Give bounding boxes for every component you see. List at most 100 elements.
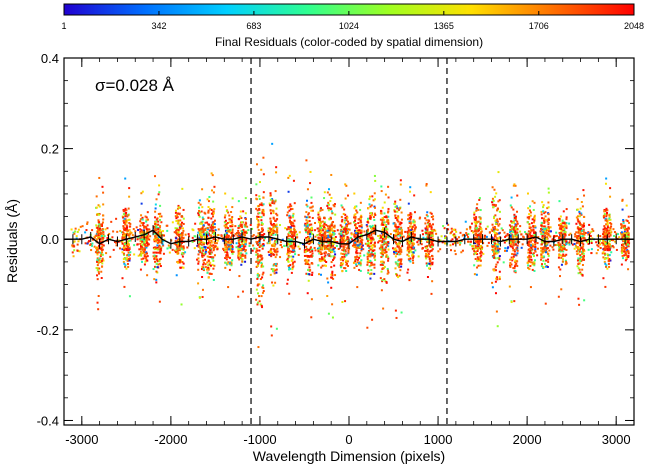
residual-point — [123, 263, 125, 265]
residual-point — [333, 205, 335, 207]
residual-point — [229, 257, 231, 259]
residual-point — [212, 260, 214, 262]
residual-point — [543, 266, 545, 268]
residual-point — [431, 246, 433, 248]
colorbar-title: Final Residuals (color-coded by spatial … — [215, 35, 483, 49]
residual-point — [147, 255, 149, 257]
residual-point — [125, 220, 127, 222]
residual-point — [232, 229, 234, 231]
residual-point — [384, 201, 386, 203]
residual-point — [394, 267, 396, 269]
residual-point — [413, 247, 415, 249]
residual-point — [412, 262, 414, 264]
residual-point — [129, 234, 131, 236]
residual-point — [476, 207, 478, 209]
residual-point — [425, 255, 427, 257]
residual-point — [292, 258, 294, 260]
residual-point — [543, 212, 545, 214]
residual-point — [533, 261, 535, 263]
residual-point — [580, 233, 582, 235]
residual-point — [177, 262, 179, 264]
residual-point — [177, 251, 179, 253]
residual-point — [477, 258, 479, 260]
residual-point — [373, 227, 375, 229]
residual-point — [474, 219, 476, 221]
residual-point — [245, 212, 247, 214]
residual-point — [533, 221, 535, 223]
residual-point — [509, 286, 511, 288]
residual-point — [154, 255, 156, 257]
residual-point — [547, 201, 549, 203]
residual-point — [516, 252, 518, 254]
residual-point — [333, 258, 335, 260]
residual-point — [528, 230, 530, 232]
residual-point — [330, 287, 332, 289]
residual-point — [494, 228, 496, 230]
residual-point — [366, 264, 368, 266]
residual-point — [211, 240, 213, 242]
residual-point — [492, 286, 494, 288]
residual-point — [331, 212, 333, 214]
residual-point — [331, 225, 333, 227]
residual-point — [515, 243, 517, 245]
residual-point — [578, 247, 580, 249]
residual-point — [562, 254, 564, 256]
residual-point — [430, 293, 432, 295]
residual-point — [559, 275, 561, 277]
residual-point — [144, 253, 146, 255]
residual-point — [128, 254, 130, 256]
residual-point — [541, 265, 543, 267]
residual-point — [479, 234, 481, 236]
residual-point — [475, 241, 477, 243]
residual-point — [99, 257, 101, 259]
residual-point — [205, 263, 207, 265]
residual-point — [293, 233, 295, 235]
residual-point — [331, 303, 333, 305]
residual-point — [179, 227, 181, 229]
residual-point — [406, 231, 408, 233]
residual-point — [541, 241, 543, 243]
residual-point — [227, 256, 229, 258]
residual-point — [562, 228, 564, 230]
residual-point — [493, 189, 495, 191]
residual-point — [346, 217, 348, 219]
residual-point — [504, 232, 506, 234]
residual-point — [125, 214, 127, 216]
residual-point — [513, 300, 515, 302]
residual-point — [340, 224, 342, 226]
residual-point — [560, 223, 562, 225]
residual-point — [129, 231, 131, 233]
residual-point — [432, 218, 434, 220]
residual-point — [358, 257, 360, 259]
residual-point — [182, 230, 184, 232]
residual-point — [360, 270, 362, 272]
residual-point — [547, 266, 549, 268]
residual-point — [512, 247, 514, 249]
residual-point — [498, 258, 500, 260]
residual-point — [577, 209, 579, 211]
residual-point — [308, 280, 310, 282]
residual-point — [287, 260, 289, 262]
residual-point — [287, 239, 289, 241]
residual-point — [493, 200, 495, 202]
residual-point — [492, 204, 494, 206]
residual-point — [411, 243, 413, 245]
residual-point — [395, 206, 397, 208]
residual-point — [273, 212, 275, 214]
residual-point — [559, 249, 561, 251]
residual-point — [137, 243, 139, 245]
residual-point — [271, 245, 273, 247]
residual-point — [370, 254, 372, 256]
residual-point — [207, 212, 209, 214]
residual-point — [244, 261, 246, 263]
residual-point — [243, 246, 245, 248]
residual-point — [431, 280, 433, 282]
residual-point — [560, 254, 562, 256]
residual-point — [201, 228, 203, 230]
residual-point — [533, 255, 535, 257]
residual-point — [474, 273, 476, 275]
residual-point — [399, 223, 401, 225]
residual-point — [462, 235, 464, 237]
residual-point — [361, 230, 363, 232]
residual-point — [211, 213, 213, 215]
